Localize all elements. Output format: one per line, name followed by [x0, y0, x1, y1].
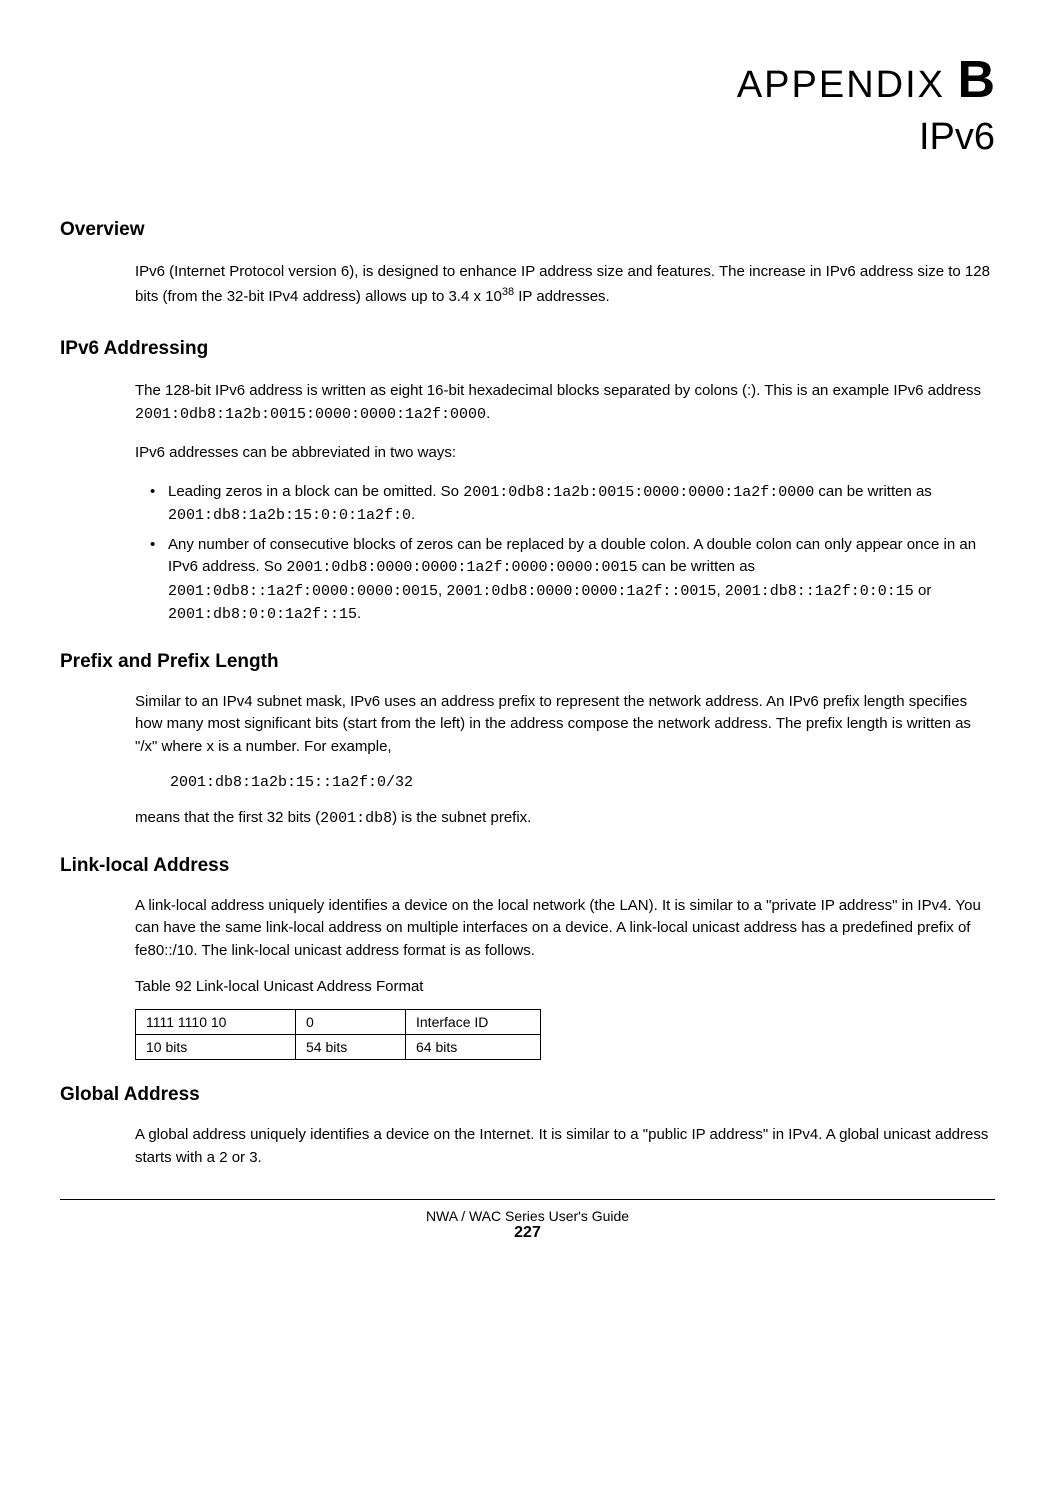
page-footer: NWA / WAC Series User's Guide 227	[60, 1199, 995, 1242]
table-cell: 0	[296, 1010, 406, 1035]
prefix-code-line: 2001:db8:1a2b:15::1a2f:0/32	[170, 774, 995, 791]
linklocal-table-caption: Table 92 Link-local Unicast Address Form…	[135, 978, 995, 995]
prefix-para2-b: ) is the subnet prefix.	[392, 809, 531, 826]
prefix-heading: Prefix and Prefix Length	[60, 651, 995, 673]
bullet-item-2: Any number of consecutive blocks of zero…	[150, 534, 995, 627]
prefix-para2: means that the first 32 bits (2001:db8) …	[135, 807, 995, 831]
prefix-para1: Similar to an IPv4 subnet mask, IPv6 use…	[135, 691, 995, 759]
addressing-para1-a: The 128-bit IPv6 address is written as e…	[135, 382, 981, 399]
addressing-para1: The 128-bit IPv6 address is written as e…	[135, 380, 995, 426]
overview-para: IPv6 (Internet Protocol version 6), is d…	[135, 261, 995, 308]
footer-page-number: 227	[60, 1224, 995, 1242]
global-para1: A global address uniquely identifies a d…	[135, 1124, 995, 1169]
linklocal-table: 1111 1110 10 0 Interface ID 10 bits 54 b…	[135, 1009, 541, 1060]
table-cell: 10 bits	[136, 1035, 296, 1060]
addressing-para1-code: 2001:0db8:1a2b:0015:0000:0000:1a2f:0000	[135, 406, 486, 423]
overview-heading: Overview	[60, 219, 995, 241]
bullet-item-1: Leading zeros in a block can be omitted.…	[150, 481, 995, 528]
bullet1-code2: 2001:db8:1a2b:15:0:0:1a2f:0	[168, 507, 411, 524]
bullet2-code1: 2001:0db8:0000:0000:1a2f:0000:0000:0015	[286, 559, 637, 576]
addressing-heading: IPv6 Addressing	[60, 338, 995, 360]
bullet1-c: .	[411, 506, 415, 523]
addressing-para2: IPv6 addresses can be abbreviated in two…	[135, 442, 995, 465]
bullet1-code1: 2001:0db8:1a2b:0015:0000:0000:1a2f:0000	[463, 484, 814, 501]
appendix-label-line: APPENDIX B	[60, 50, 995, 110]
bullet2-d: ,	[716, 582, 724, 599]
overview-sup: 38	[502, 286, 514, 298]
appendix-header: APPENDIX B IPv6	[60, 50, 995, 159]
prefix-para2-code: 2001:db8	[320, 810, 392, 827]
bullet2-e: or	[914, 582, 932, 599]
table-cell: 64 bits	[406, 1035, 541, 1060]
footer-guide-title: NWA / WAC Series User's Guide	[60, 1208, 995, 1224]
table-cell: 54 bits	[296, 1035, 406, 1060]
table-row: 1111 1110 10 0 Interface ID	[136, 1010, 541, 1035]
appendix-label: APPENDIX	[737, 64, 945, 106]
addressing-bullets: Leading zeros in a block can be omitted.…	[150, 481, 995, 627]
bullet2-f: .	[357, 605, 361, 622]
linklocal-para1: A link-local address uniquely identifies…	[135, 895, 995, 963]
table-cell: 1111 1110 10	[136, 1010, 296, 1035]
bullet2-code5: 2001:db8:0:0:1a2f::15	[168, 606, 357, 623]
bullet1-a: Leading zeros in a block can be omitted.…	[168, 483, 463, 500]
overview-text-b: IP addresses.	[514, 288, 610, 305]
prefix-para2-a: means that the first 32 bits (	[135, 809, 320, 826]
appendix-letter: B	[957, 51, 995, 109]
bullet2-code3: 2001:0db8:0000:0000:1a2f::0015	[446, 583, 716, 600]
global-heading: Global Address	[60, 1084, 995, 1106]
bullet2-b: can be written as	[637, 558, 755, 575]
linklocal-heading: Link-local Address	[60, 855, 995, 877]
bullet1-b: can be written as	[814, 483, 932, 500]
bullet2-code2: 2001:0db8::1a2f:0000:0000:0015	[168, 583, 438, 600]
addressing-para1-b: .	[486, 405, 490, 422]
bullet2-code4: 2001:db8::1a2f:0:0:15	[725, 583, 914, 600]
table-row: 10 bits 54 bits 64 bits	[136, 1035, 541, 1060]
appendix-title: IPv6	[60, 116, 995, 159]
table-cell: Interface ID	[406, 1010, 541, 1035]
